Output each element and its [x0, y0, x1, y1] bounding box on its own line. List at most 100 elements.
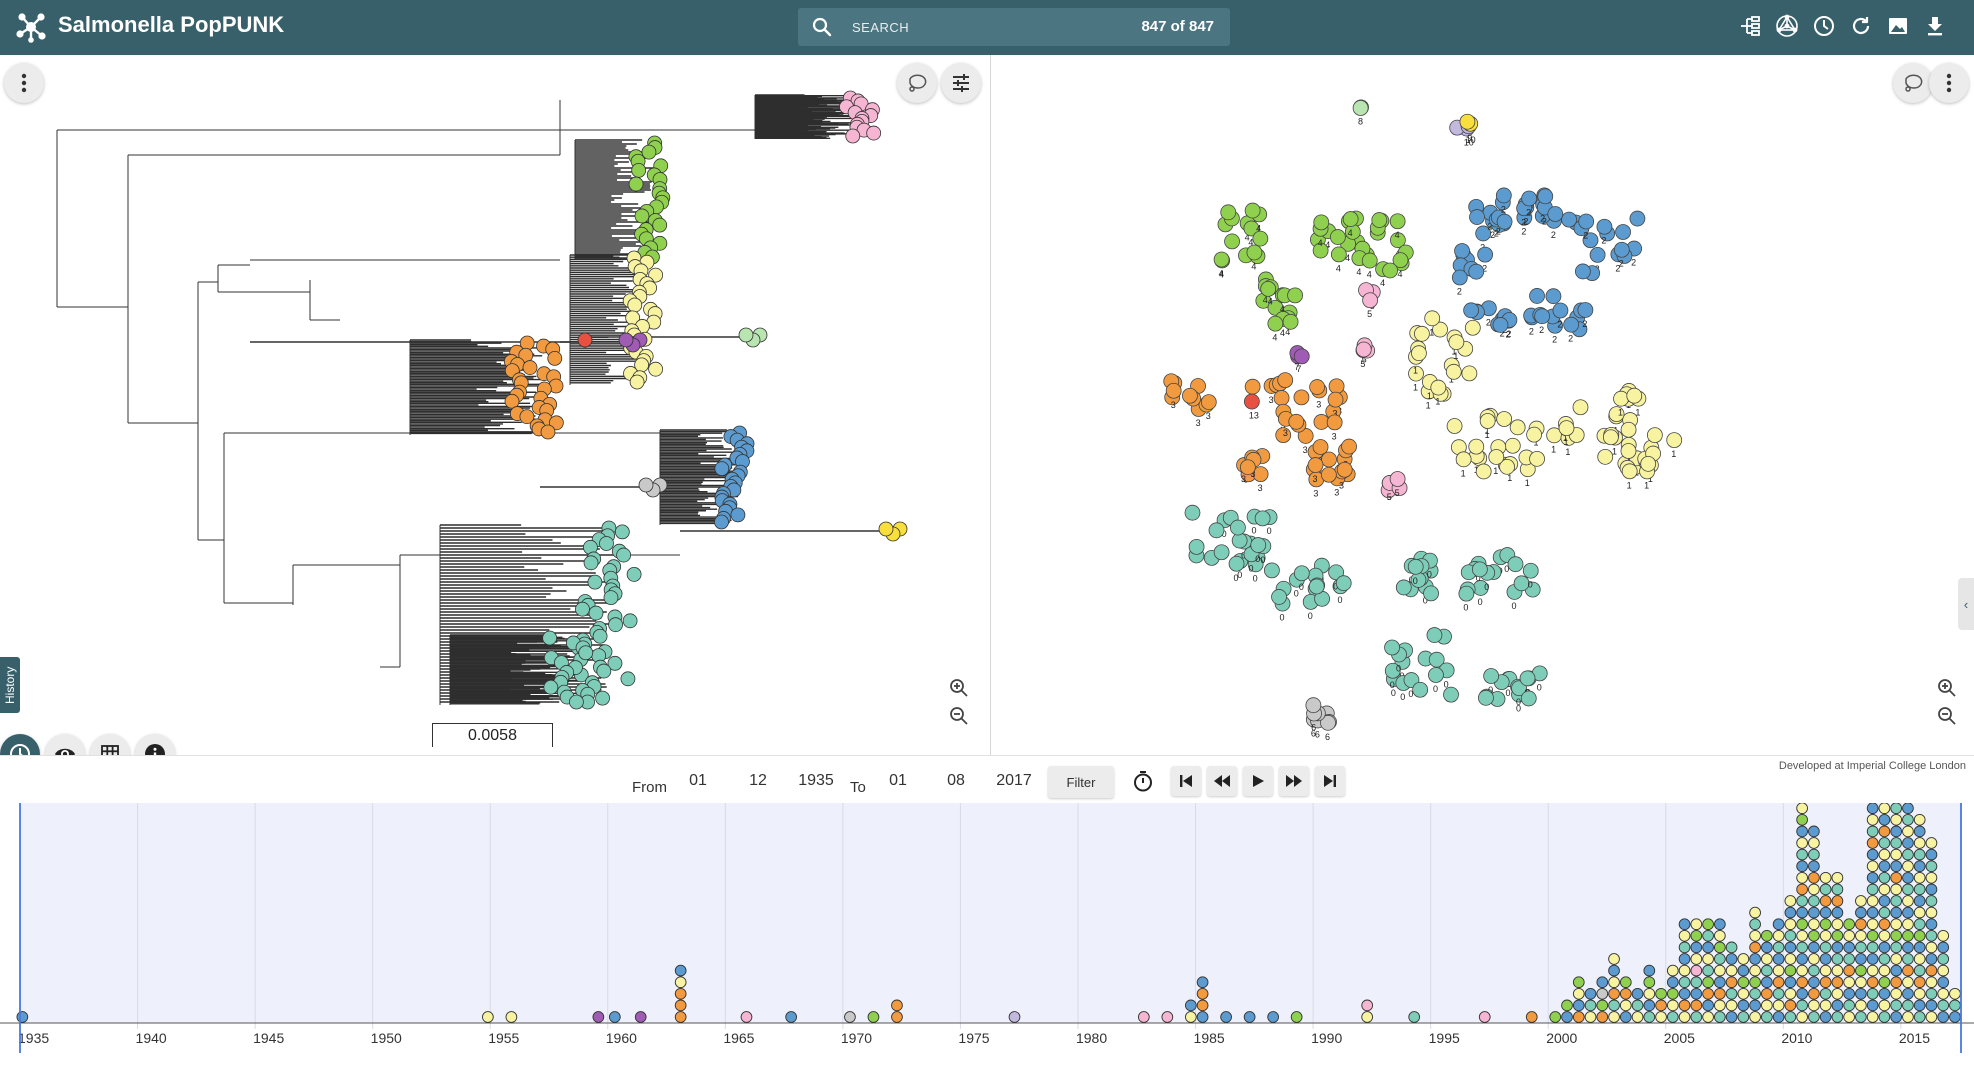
network-node[interactable] — [1327, 391, 1344, 408]
network-node[interactable] — [1545, 288, 1562, 305]
timeline-point[interactable] — [1878, 883, 1891, 896]
timeline-point[interactable] — [1796, 987, 1808, 1000]
network-node[interactable] — [1620, 443, 1637, 459]
tree-leaf-node[interactable] — [638, 477, 654, 493]
network-node[interactable] — [1626, 387, 1643, 404]
timeline-point[interactable] — [1796, 837, 1808, 849]
network-node[interactable] — [1250, 537, 1267, 553]
timeline-point[interactable] — [1772, 929, 1785, 942]
timeline-point[interactable] — [1937, 999, 1950, 1012]
tree-leaf-node[interactable] — [519, 409, 535, 425]
from-month-field[interactable] — [736, 768, 780, 794]
timeline-point[interactable] — [1913, 929, 1926, 942]
network-node[interactable] — [1552, 302, 1569, 319]
network-node[interactable] — [1496, 213, 1513, 230]
network-node[interactable] — [1445, 363, 1462, 380]
timeline-point[interactable] — [1749, 976, 1761, 989]
timeline-point[interactable] — [1702, 1011, 1714, 1023]
tree-settings-button[interactable] — [941, 63, 981, 103]
timeline-point[interactable] — [1631, 987, 1644, 1000]
network-node[interactable] — [1326, 414, 1343, 431]
timeline-point[interactable] — [1796, 929, 1808, 942]
network-node[interactable] — [1395, 579, 1412, 596]
timeline-point[interactable] — [1796, 906, 1808, 919]
to-month-field[interactable] — [934, 768, 978, 794]
timeline-point[interactable] — [1913, 964, 1926, 977]
tree-lasso-button[interactable] — [897, 63, 937, 103]
timeline-point[interactable] — [1831, 1011, 1844, 1023]
network-node[interactable] — [1499, 458, 1515, 475]
timeline-point[interactable] — [1608, 999, 1620, 1012]
timeline-point[interactable] — [1866, 929, 1879, 942]
timeline-point[interactable] — [1196, 999, 1209, 1012]
network-node[interactable] — [1520, 690, 1537, 707]
network-node[interactable] — [1243, 393, 1260, 410]
timeline-point[interactable] — [674, 964, 687, 977]
timeline-point[interactable] — [1772, 1011, 1785, 1023]
timeline-point[interactable] — [1902, 883, 1914, 896]
network-node[interactable] — [1558, 420, 1575, 437]
network-node[interactable] — [1463, 302, 1480, 319]
network-node[interactable] — [1483, 668, 1500, 684]
timeline-point[interactable] — [1913, 895, 1926, 907]
timeline-point[interactable] — [1796, 976, 1808, 989]
timeline-point[interactable] — [1749, 906, 1761, 919]
network-node[interactable] — [1412, 681, 1429, 698]
network-node[interactable] — [1252, 466, 1269, 483]
play-button[interactable] — [1243, 766, 1273, 796]
timeline-point[interactable] — [1737, 987, 1750, 1000]
timeline-point[interactable] — [1808, 929, 1820, 942]
timeline-point[interactable] — [1843, 964, 1855, 977]
timeline-point[interactable] — [1478, 1011, 1491, 1023]
timeline-point[interactable] — [1702, 941, 1714, 954]
timeline-point[interactable] — [1161, 1011, 1174, 1023]
timeline-point[interactable] — [1913, 813, 1926, 826]
tree-leaf-node[interactable] — [588, 605, 604, 621]
timeline-point[interactable] — [1761, 964, 1773, 977]
network-node[interactable] — [1432, 321, 1448, 338]
from-year-field[interactable] — [790, 768, 842, 794]
timeline-point[interactable] — [1561, 999, 1573, 1012]
network-node[interactable] — [1282, 313, 1299, 330]
network-node[interactable] — [1342, 211, 1359, 227]
network-node[interactable] — [1336, 461, 1353, 478]
timeline-point[interactable] — [1008, 1011, 1021, 1023]
network-node[interactable] — [1308, 578, 1325, 595]
network-node[interactable] — [1479, 413, 1496, 429]
network-node[interactable] — [1389, 471, 1406, 487]
timeline-point[interactable] — [1619, 976, 1632, 989]
network-node[interactable] — [1488, 449, 1505, 465]
timeline-point[interactable] — [1808, 976, 1820, 989]
timeline-point[interactable] — [1761, 953, 1773, 965]
network-node[interactable] — [1213, 251, 1230, 268]
timeline-point[interactable] — [1690, 964, 1703, 977]
filter-button[interactable]: Filter — [1048, 766, 1114, 798]
timeline-point[interactable] — [1925, 941, 1938, 954]
network-node[interactable] — [1414, 325, 1430, 342]
timeline-point[interactable] — [1772, 953, 1785, 965]
network-node[interactable] — [1231, 532, 1248, 549]
timeline-point[interactable] — [1690, 953, 1703, 965]
network-view-icon[interactable] — [1774, 12, 1800, 40]
timeline-point[interactable] — [1725, 953, 1738, 965]
tree-leaf-node[interactable] — [845, 128, 861, 144]
timeline-point[interactable] — [1925, 953, 1938, 965]
timeline-point[interactable] — [1655, 1011, 1667, 1023]
timeline-point[interactable] — [1913, 906, 1926, 919]
timeline-point[interactable] — [1819, 953, 1832, 965]
timeline-point[interactable] — [1572, 1011, 1585, 1023]
timeline-point[interactable] — [1643, 999, 1656, 1012]
to-year-field[interactable] — [988, 768, 1040, 794]
network-node[interactable] — [1572, 399, 1589, 416]
timeline-point[interactable] — [1796, 895, 1808, 907]
tree-leaf-node[interactable] — [730, 507, 746, 523]
timeline-point[interactable] — [1878, 964, 1891, 977]
timeline-point[interactable] — [1913, 848, 1926, 861]
network-node[interactable] — [1362, 292, 1379, 309]
network-node[interactable] — [1188, 538, 1205, 555]
timeline-point[interactable] — [1925, 929, 1938, 942]
timeline-point[interactable] — [1725, 987, 1738, 1000]
network-node[interactable] — [1267, 299, 1284, 316]
network-node[interactable] — [1313, 214, 1330, 231]
timeline-point[interactable] — [1843, 929, 1855, 942]
